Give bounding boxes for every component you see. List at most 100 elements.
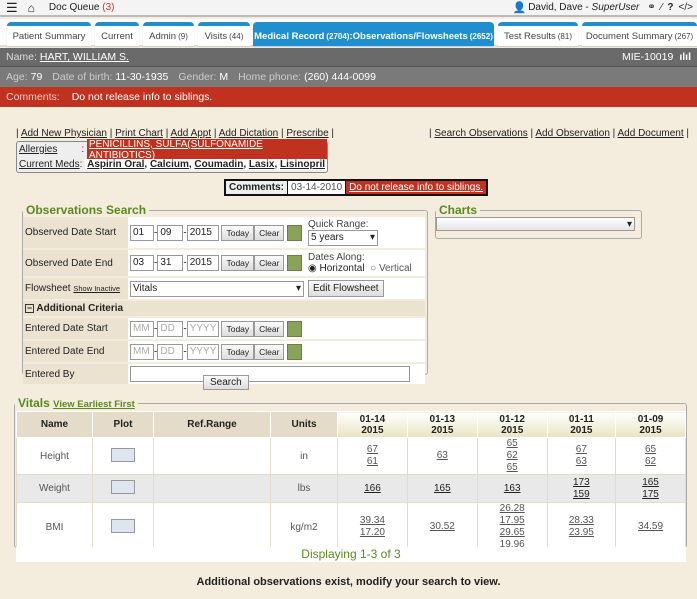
value-link[interactable]: 34.59 bbox=[638, 521, 664, 532]
search-observations-link[interactable]: Search Observations bbox=[434, 128, 528, 139]
clear-button[interactable]: Clear bbox=[254, 343, 285, 360]
table-row: Height in 67 61 63 65 62 65 67 63 65 62 bbox=[16, 437, 686, 475]
value-link[interactable]: 163 bbox=[503, 482, 521, 494]
add-appt-link[interactable]: Add Appt bbox=[170, 128, 212, 139]
ent-start-day[interactable]: DD bbox=[157, 320, 184, 337]
wand-icon[interactable]: ⁄ bbox=[660, 2, 663, 13]
today-button[interactable]: Today bbox=[221, 320, 255, 337]
search-button[interactable]: Search bbox=[203, 375, 249, 390]
add-document-link[interactable]: Add Document bbox=[617, 128, 684, 139]
value-link[interactable]: 61 bbox=[366, 456, 378, 467]
comment-link[interactable]: Do not release info to siblings. bbox=[349, 182, 484, 193]
ent-end-day[interactable]: DD bbox=[157, 343, 184, 360]
obs-end-day[interactable]: 31 bbox=[157, 255, 184, 271]
calendar-icon[interactable] bbox=[287, 255, 303, 271]
med-link[interactable]: Lisinopril bbox=[280, 159, 326, 170]
plot-icon[interactable] bbox=[111, 518, 135, 533]
print-chart-link[interactable]: Print Chart bbox=[115, 128, 163, 139]
quick-range-select[interactable]: 5 years ▾ bbox=[308, 230, 378, 246]
doc-queue-link[interactable]: Doc Queue (3) bbox=[48, 2, 115, 13]
tab-medical-record[interactable]: Medical Record (2704):Observations/Flowsh… bbox=[253, 22, 494, 46]
value-link[interactable]: 26.28 bbox=[499, 503, 525, 514]
value-link[interactable]: 17.95 bbox=[499, 515, 525, 526]
value-link[interactable]: 17.20 bbox=[359, 527, 385, 538]
add-observation-link[interactable]: Add Observation bbox=[535, 128, 610, 139]
charts-select[interactable]: ▾ bbox=[436, 217, 635, 231]
entered-by-input[interactable] bbox=[130, 366, 410, 382]
value-link[interactable]: 62 bbox=[644, 456, 657, 467]
value-link[interactable]: 67 bbox=[366, 444, 378, 455]
plot-icon[interactable] bbox=[111, 447, 135, 462]
value-link[interactable]: 165 bbox=[642, 476, 659, 488]
tab-visits[interactable]: Visits (44) bbox=[198, 22, 250, 46]
allergies-value[interactable]: PENICILLINS, SULFA(SULFONAMIDE ANTIBIOTI… bbox=[86, 138, 327, 161]
value-link[interactable]: 39.34 bbox=[359, 515, 385, 526]
allergies-label[interactable]: Allergies bbox=[19, 144, 58, 155]
ent-start-year[interactable]: YYYY bbox=[186, 320, 219, 337]
value-link[interactable]: 65 bbox=[506, 462, 518, 473]
med-link[interactable]: Aspirin Oral bbox=[87, 159, 145, 170]
today-button[interactable]: Today bbox=[221, 255, 255, 271]
prescribe-link[interactable]: Prescribe bbox=[286, 128, 329, 139]
value-link[interactable]: 19.96 bbox=[499, 539, 525, 550]
current-meds-label[interactable]: Current Meds bbox=[19, 159, 80, 170]
ent-end-month[interactable]: MM bbox=[130, 343, 154, 360]
value-link[interactable]: 65 bbox=[506, 438, 518, 449]
today-button[interactable]: Today bbox=[221, 224, 255, 241]
flowsheet-select[interactable]: Vitals ▾ bbox=[130, 280, 304, 297]
value-link[interactable]: 23.95 bbox=[568, 527, 594, 538]
obs-end-year[interactable]: 2015 bbox=[186, 255, 219, 271]
code-icon[interactable]: </> bbox=[678, 2, 693, 13]
clear-button[interactable]: Clear bbox=[254, 255, 285, 271]
med-link[interactable]: Coumadin bbox=[194, 159, 244, 170]
obs-start-year[interactable]: 2015 bbox=[186, 224, 219, 241]
ent-start-month[interactable]: MM bbox=[130, 320, 154, 337]
value-link[interactable]: 63 bbox=[436, 450, 448, 461]
menu-icon[interactable]: ☰ bbox=[6, 0, 18, 15]
patient-name-link[interactable]: HART, WILLIAM S. bbox=[39, 51, 129, 63]
calendar-icon[interactable] bbox=[287, 224, 303, 241]
value-link[interactable]: 67 bbox=[575, 444, 587, 455]
chart-icon[interactable]: ılıl bbox=[679, 51, 691, 63]
show-inactive-link[interactable]: Show Inactive bbox=[73, 284, 121, 293]
value-link[interactable]: 166 bbox=[364, 482, 381, 494]
value-link[interactable]: 62 bbox=[506, 450, 518, 461]
ent-end-year[interactable]: YYYY bbox=[186, 343, 219, 360]
obs-start-day[interactable]: 09 bbox=[157, 224, 184, 241]
link-icon[interactable]: ⚭ bbox=[647, 2, 656, 13]
calendar-icon[interactable] bbox=[287, 343, 303, 360]
tab-document-summary[interactable]: Document Summary (267) bbox=[582, 22, 697, 46]
home-icon[interactable]: ⌂ bbox=[27, 0, 35, 15]
calendar-icon[interactable] bbox=[287, 320, 303, 337]
value-link[interactable]: 29.65 bbox=[499, 527, 525, 538]
value-link[interactable]: 63 bbox=[575, 456, 587, 467]
vertical-radio[interactable]: ○ Vertical bbox=[370, 263, 412, 274]
value-link[interactable]: 30.52 bbox=[429, 521, 455, 532]
collapse-icon[interactable]: − bbox=[25, 303, 34, 313]
value-link[interactable]: 165 bbox=[433, 482, 451, 494]
value-link[interactable]: 175 bbox=[642, 488, 659, 500]
add-new-physician-link[interactable]: Add New Physician bbox=[20, 128, 107, 139]
add-dictation-link[interactable]: Add Dictation bbox=[218, 128, 279, 139]
today-button[interactable]: Today bbox=[221, 343, 255, 360]
clear-button[interactable]: Clear bbox=[254, 224, 285, 241]
value-link[interactable]: 28.33 bbox=[568, 515, 594, 526]
obs-end-month[interactable]: 03 bbox=[130, 255, 154, 271]
obs-start-month[interactable]: 01 bbox=[130, 224, 154, 241]
horizontal-radio[interactable]: ◉ Horizontal bbox=[308, 263, 365, 274]
edit-flowsheet-button[interactable]: Edit Flowsheet bbox=[308, 280, 384, 297]
clear-button[interactable]: Clear bbox=[254, 320, 285, 337]
tab-admin[interactable]: Admin (9) bbox=[143, 22, 194, 46]
value-link[interactable]: 173 bbox=[573, 476, 590, 488]
view-earliest-first-link[interactable]: View Earliest First bbox=[53, 399, 135, 410]
user-name[interactable]: David, Dave - SuperUser bbox=[528, 2, 640, 13]
value-link[interactable]: 159 bbox=[573, 488, 590, 500]
med-link[interactable]: Calcium bbox=[149, 159, 189, 170]
med-link[interactable]: Lasix bbox=[248, 159, 275, 170]
plot-icon[interactable] bbox=[111, 480, 135, 494]
tab-current[interactable]: Current bbox=[95, 22, 139, 46]
tab-patient-summary[interactable]: Patient Summary bbox=[7, 22, 91, 46]
tab-test-results[interactable]: Test Results (81) bbox=[498, 22, 578, 46]
value-link[interactable]: 65 bbox=[644, 444, 657, 455]
help-icon[interactable]: ? bbox=[667, 2, 674, 13]
